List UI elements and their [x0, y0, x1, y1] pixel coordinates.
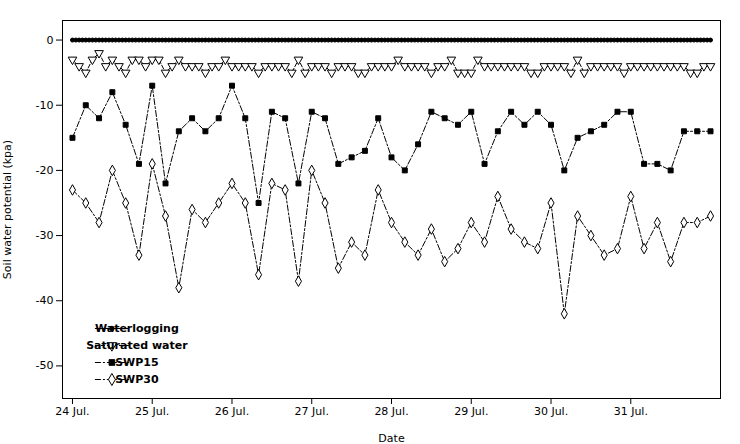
svg-text:27 Jul.: 27 Jul.	[295, 405, 329, 418]
svg-text:-50: -50	[36, 359, 54, 372]
svg-text:-40: -40	[36, 294, 54, 307]
svg-text:Saturated water: Saturated water	[86, 339, 188, 352]
svg-text:30 Jul.: 30 Jul.	[534, 405, 568, 418]
svg-text:24 Jul.: 24 Jul.	[55, 405, 89, 418]
svg-text:29 Jul.: 29 Jul.	[454, 405, 488, 418]
svg-text:Date: Date	[378, 432, 405, 444]
svg-text:-20: -20	[36, 164, 54, 177]
svg-text:31 Jul.: 31 Jul.	[614, 405, 648, 418]
svg-text:26 Jul.: 26 Jul.	[215, 405, 249, 418]
svg-text:28 Jul.: 28 Jul.	[374, 405, 408, 418]
svg-text:Soil water potential (kpa): Soil water potential (kpa)	[1, 140, 14, 279]
svg-text:SWP15: SWP15	[115, 356, 158, 369]
svg-text:25 Jul.: 25 Jul.	[135, 405, 169, 418]
svg-text:SWP30: SWP30	[115, 373, 159, 386]
svg-text:-30: -30	[36, 229, 54, 242]
svg-text:-10: -10	[36, 99, 54, 112]
svg-text:Waterlogging: Waterlogging	[95, 322, 179, 335]
svg-text:0: 0	[47, 34, 54, 47]
